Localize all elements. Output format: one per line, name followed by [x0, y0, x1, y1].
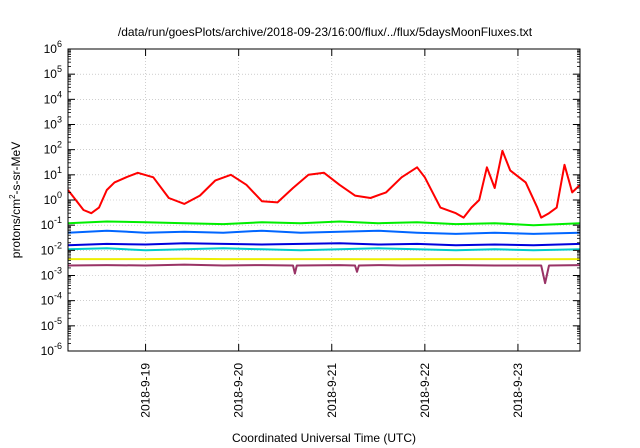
series-line-1: [67, 149, 581, 219]
y-tick-label: 10-6: [41, 341, 62, 358]
x-tick-label: 2018-9-19: [139, 363, 153, 418]
y-tick-label: 10-5: [41, 316, 62, 333]
y-tick-label: 10-1: [41, 215, 62, 232]
series-line-2: [67, 220, 581, 227]
y-tick-label: 102: [44, 140, 62, 157]
y-tick-labels: 10-6 10-5 10-4 10-3 10-2 10-1 100 101 102 103 104 1…: [41, 39, 62, 358]
y-tick-label: 10-4: [41, 291, 62, 308]
x-tick-labels: 2018-9-19 2018-9-20 2018-9-21 2018-9-22 2018…: [139, 363, 525, 418]
y-tick-label: 105: [44, 64, 62, 81]
series-line-7: [67, 263, 581, 285]
ticks: [68, 48, 580, 352]
y-axis-label: protons/cm2-s-sr-MeV: [8, 142, 23, 258]
y-tick-label: 10-2: [41, 240, 62, 257]
y-tick-label: 101: [44, 165, 62, 182]
x-tick-label: 2018-9-21: [325, 363, 339, 418]
y-tick-label: 104: [44, 89, 62, 106]
y-axis-label-sup: 2: [8, 194, 17, 199]
y-axis-label-post: -s-sr-MeV: [9, 142, 23, 195]
x-tick-label: 2018-9-20: [232, 363, 246, 418]
x-axis-label: Coordinated Universal Time (UTC): [232, 431, 416, 445]
y-tick-label: 103: [44, 115, 62, 132]
y-tick-label: 100: [44, 190, 62, 207]
series-layer: [67, 149, 581, 285]
x-tick-label: 2018-9-23: [511, 363, 525, 418]
x-tick-label: 2018-9-22: [418, 363, 432, 418]
y-tick-label: 106: [44, 39, 62, 56]
series-line-3: [67, 247, 581, 252]
chart-title: /data/run/goesPlots/archive/2018-09-23/1…: [118, 25, 533, 39]
series-line-6: [68, 257, 581, 261]
y-axis-label-pre: protons/cm: [9, 199, 23, 258]
y-tick-label: 10-3: [41, 266, 62, 283]
series-line-5: [67, 242, 581, 247]
series-line-4: [67, 229, 581, 235]
